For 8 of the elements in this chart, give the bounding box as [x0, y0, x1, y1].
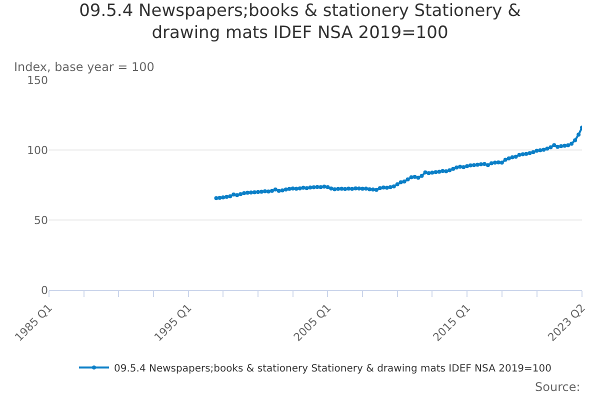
chart-title: 09.5.4 Newspapers;books & stationery Stationery & drawing mats IDEF NSA 2019=100: [79, 1, 521, 44]
y-tick-label: 150: [27, 74, 48, 87]
y-tick-label: 50: [34, 214, 48, 227]
y-tick-label: 100: [27, 144, 48, 157]
y-tick-label: 0: [41, 284, 48, 297]
source-note: Source:: [535, 380, 580, 394]
y-axis-title: Index, base year = 100: [14, 60, 154, 74]
legend-label: 09.5.4 Newspapers;books & stationery Stationery & drawing mats IDEF NSA 2019=100: [114, 363, 552, 374]
